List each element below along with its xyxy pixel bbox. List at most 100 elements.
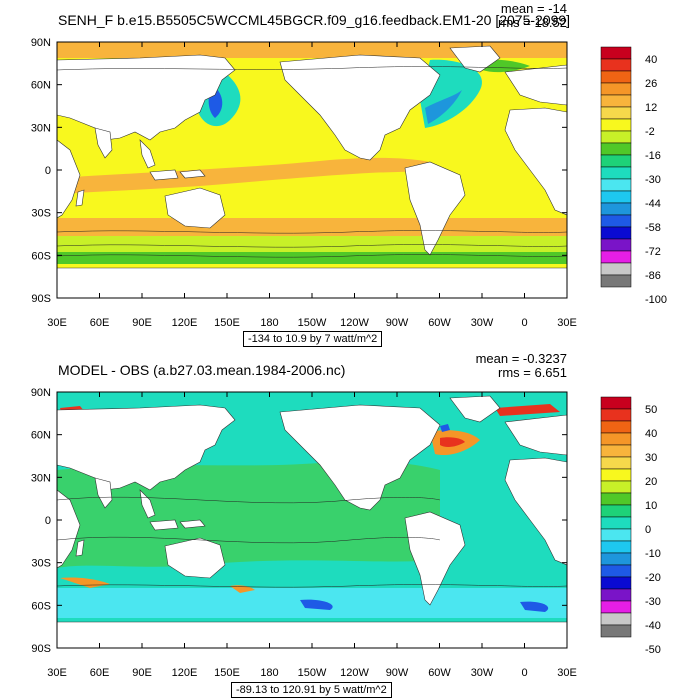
colorbar-swatch (600, 480, 632, 494)
lat-tick-label: 60S (31, 250, 51, 262)
lon-tick-label: 30E (47, 667, 67, 679)
rms-stat: rms = 18.52 (497, 15, 567, 30)
lat-tick-label: 30S (31, 558, 51, 570)
panel-title: MODEL - OBS (a.b27.03.mean.1984-2006.nc) (58, 362, 346, 378)
colorbar-swatch (600, 130, 632, 144)
colorbar-swatch (600, 226, 632, 240)
colorbar-swatch (600, 504, 632, 518)
lon-axis: 30E 60E 90E 120E 150E 180 150W 120W 90W 60W 30W 0 30… (47, 392, 577, 679)
colorbar-swatch (600, 190, 632, 204)
colorbar-swatch (600, 154, 632, 168)
equatorial-band (57, 157, 430, 194)
colorbar-label: -30 (645, 596, 661, 608)
labrador-anomaly (440, 424, 450, 432)
lon-tick-label: 30E (557, 667, 577, 679)
colorbar-swatch (600, 540, 632, 554)
colorbar-swatch (600, 444, 632, 458)
colorbar-swatch (600, 600, 632, 614)
southern-cool-band (57, 236, 567, 254)
colorbar-label: -50 (645, 644, 661, 656)
contours (57, 66, 567, 258)
map-plot: 90N 60N 30N 0 30S 60S 90S 30E 60E 90E 120E 150E 180… (31, 387, 661, 679)
contour-range-label: -134 to 10.9 by 7 watt/m^2 (243, 331, 383, 347)
lon-tick-label: 60E (90, 667, 110, 679)
colorbar-label: -100 (645, 294, 667, 306)
lon-tick-label: 60E (90, 317, 110, 329)
lon-tick-label: 120W (340, 317, 369, 329)
colorbar-label: -72 (645, 246, 661, 258)
lat-tick-label: 90N (31, 37, 51, 49)
arctic-hotspot (495, 404, 560, 416)
lat-tick-label: 60S (31, 600, 51, 612)
map-plot: 90N 60N 30N 0 30S 60S 90S 30E 60E 90E 120E 150E 180… (31, 37, 667, 329)
colorbar-swatch (600, 588, 632, 602)
colorbar-label: 40 (645, 428, 657, 440)
lon-tick-label: 120E (172, 317, 198, 329)
lat-tick-label: 90S (31, 643, 51, 655)
lat-tick-label: 0 (45, 515, 51, 527)
colorbar-swatch (600, 492, 632, 506)
colorbar-swatch (600, 250, 632, 264)
lon-tick-label: 150W (298, 317, 327, 329)
lon-axis: 30E 60E 90E 120E 150E 180 150W 120W 90W 60W 30W 0 30… (47, 42, 577, 329)
lon-tick-label: 60W (428, 317, 451, 329)
lon-tick-label: 90W (386, 317, 409, 329)
lat-tick-label: 60N (31, 80, 51, 92)
lat-tick-label: 60N (31, 430, 51, 442)
colorbar: 50 40 30 20 10 0 -10 -20 -30 -40 -50 (600, 396, 661, 656)
lon-tick-label: 0 (521, 317, 527, 329)
colorbar-swatch (600, 612, 632, 626)
lon-tick-label: 30W (471, 667, 494, 679)
colorbar-swatch (600, 468, 632, 482)
colorbar-swatch (600, 202, 632, 216)
colorbar-swatch (600, 142, 632, 156)
colorbar-swatch (600, 82, 632, 96)
colorbar-swatch (600, 516, 632, 530)
colorbar-swatch (600, 408, 632, 422)
colorbar-swatch (600, 214, 632, 228)
lat-tick-label: 30N (31, 472, 51, 484)
colorbar-swatch (600, 456, 632, 470)
panel-top: SENH_F b.e15.B5505C5WCCML45BGCR.f09_g16.… (31, 2, 667, 347)
gulfstream-core (425, 90, 462, 124)
colorbar-label: -30 (645, 174, 661, 186)
colorbar-swatch (600, 118, 632, 132)
colorbar-label: -58 (645, 222, 661, 234)
contour-range-label: -89.13 to 120.91 by 5 watt/m^2 (231, 682, 392, 698)
lat-axis: 90N 60N 30N 0 30S 60S 90S (31, 387, 567, 655)
mean-stat: mean = -0.3237 (475, 351, 567, 366)
colorbar-swatch (600, 46, 632, 60)
lon-tick-label: 90E (132, 317, 152, 329)
southern-green-band (57, 252, 567, 264)
colorbar-label: 0 (645, 524, 651, 536)
colorbar-swatch (600, 624, 632, 638)
lon-tick-label: 150E (214, 317, 240, 329)
colorbar-label: 26 (645, 78, 657, 90)
southern-cold-spot (520, 601, 549, 612)
lon-tick-label: 60W (428, 667, 451, 679)
colorbar-label: 20 (645, 476, 657, 488)
lon-tick-label: 120E (172, 667, 198, 679)
colorbar-swatch (600, 396, 632, 410)
lat-axis: 90N 60N 30N 0 30S 60S 90S (31, 37, 567, 305)
lon-tick-label: 90W (386, 667, 409, 679)
colorbar-label: -10 (645, 548, 661, 560)
lon-tick-label: 150W (298, 667, 327, 679)
lat-tick-label: 30N (31, 122, 51, 134)
colorbar-swatch (600, 58, 632, 72)
colorbar-swatch (600, 552, 632, 566)
colorbar-label: -2 (645, 126, 655, 138)
colorbar-label: 10 (645, 500, 657, 512)
gulfstream-core (440, 437, 465, 447)
colorbar: 40 26 12 -2 -16 -30 -44 -58 -72 -86 -100 (600, 46, 667, 306)
southern-hotspot (230, 585, 255, 593)
lat-tick-label: 90S (31, 293, 51, 305)
colorbar-label: 30 (645, 452, 657, 464)
colorbar-swatch (600, 238, 632, 252)
lon-tick-label: 30E (557, 317, 577, 329)
lon-tick-label: 180 (260, 317, 278, 329)
colorbar-swatch (600, 70, 632, 84)
lon-tick-label: 150E (214, 667, 240, 679)
colorbar-swatch (600, 420, 632, 434)
